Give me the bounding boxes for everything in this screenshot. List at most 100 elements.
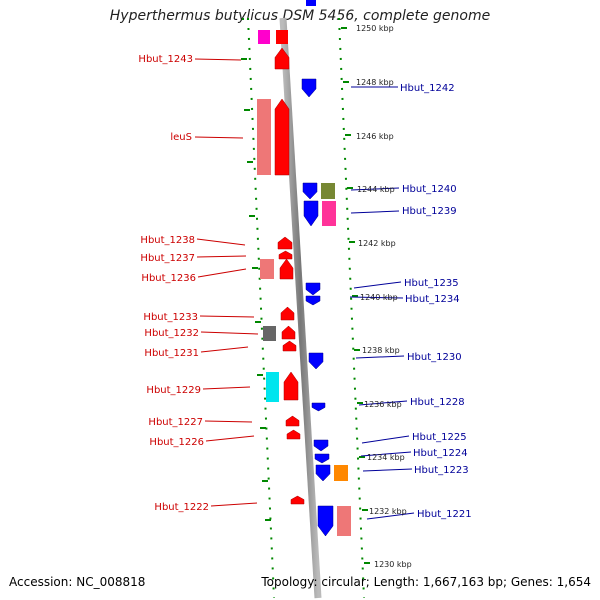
right-leader-line — [358, 400, 408, 406]
feature-block — [260, 259, 274, 279]
right-gene-label: Hbut_1221 — [417, 509, 472, 520]
left-gene-label: Hbut_1243 — [138, 54, 193, 65]
left-leader-line — [194, 58, 242, 61]
left-leader-line — [204, 420, 253, 423]
scale-label: 1236 kbp — [364, 400, 402, 409]
forward-gene — [279, 258, 294, 280]
left-gene-label: Hbut_1227 — [148, 417, 203, 428]
left-leader-line — [202, 386, 251, 390]
forward-gene — [283, 371, 299, 401]
left-gene-label: Hbut_1231 — [144, 348, 199, 359]
right-gene-label: Hbut_1242 — [400, 83, 455, 94]
scale-label: 1244 kbp — [357, 185, 395, 194]
left-leader-line — [200, 346, 249, 353]
reverse-gene — [303, 200, 319, 227]
right-leader-line — [362, 468, 413, 472]
right-gene-label: Hbut_1235 — [404, 278, 459, 289]
scale-label: 1250 kbp — [356, 24, 394, 33]
scale-label: 1230 kbp — [374, 560, 412, 569]
reverse-gene — [313, 439, 329, 452]
reverse-gene — [311, 402, 326, 412]
right-gene-label: Hbut_1223 — [414, 465, 469, 476]
left-gene-label: Hbut_1222 — [154, 502, 209, 513]
scale-label: 1234 kbp — [367, 453, 405, 462]
feature-block — [306, 0, 316, 6]
reverse-gene — [305, 282, 321, 296]
left-gene-label: Hbut_1229 — [146, 385, 201, 396]
reverse-gene — [314, 453, 330, 464]
feature-block — [276, 30, 288, 44]
right-leader-line — [360, 451, 412, 457]
left-gene-label: Hbut_1226 — [149, 437, 204, 448]
scale-label: 1242 kbp — [358, 239, 396, 248]
left-gene-label: Hbut_1238 — [140, 235, 195, 246]
forward-gene — [281, 325, 296, 340]
forward-gene — [286, 429, 301, 440]
right-slot-guide — [338, 17, 365, 599]
right-gene-label: Hbut_1239 — [402, 206, 457, 217]
feature-block — [321, 183, 335, 199]
reverse-gene — [302, 182, 318, 200]
left-leader-line — [200, 331, 259, 335]
left-leader-line — [194, 136, 244, 139]
left-gene-label: leuS — [170, 132, 192, 143]
label-leader-lines — [194, 58, 415, 520]
left-leader-line — [205, 435, 255, 442]
gene-features — [257, 0, 351, 537]
right-gene-label: Hbut_1225 — [412, 432, 467, 443]
right-leader-line — [361, 435, 410, 444]
right-gene-label: Hbut_1230 — [407, 352, 462, 363]
right-leader-line — [349, 296, 404, 299]
left-slot-guide — [247, 17, 275, 599]
accession-text: Accession: NC_008818 — [9, 575, 146, 589]
feature-block — [257, 99, 271, 175]
forward-gene — [277, 236, 293, 250]
reverse-gene — [305, 295, 321, 306]
gene-labels: 1250 kbp 1248 kbp 1246 kbp 1244 kbp 1242 kbp… — [138, 24, 471, 569]
genome-title: Hyperthermus butylicus DSM 5456, complet… — [109, 8, 491, 24]
right-gene-label: Hbut_1240 — [402, 184, 457, 195]
right-leader-line — [350, 187, 400, 191]
left-leader-line — [196, 255, 247, 258]
right-gene-label: Hbut_1224 — [413, 448, 468, 459]
right-leader-line — [353, 281, 402, 289]
left-gene-label: Hbut_1236 — [141, 273, 196, 284]
scale-label: 1238 kbp — [362, 346, 400, 355]
feature-block — [322, 201, 336, 226]
scale-label: 1232 kbp — [369, 507, 407, 516]
left-gene-label: Hbut_1233 — [143, 312, 198, 323]
left-leader-line — [196, 238, 246, 246]
forward-gene — [274, 47, 290, 70]
forward-gene — [290, 495, 305, 505]
feature-block — [334, 465, 348, 481]
reverse-gene — [301, 78, 317, 98]
scale-label: 1240 kbp — [360, 293, 398, 302]
right-leader-line — [350, 210, 400, 214]
reverse-gene — [308, 352, 324, 370]
scale-label: 1248 kbp — [356, 78, 394, 87]
left-leader-line — [197, 268, 247, 278]
reverse-gene — [315, 464, 331, 482]
left-gene-label: Hbut_1232 — [144, 328, 199, 339]
right-leader-line — [355, 355, 405, 359]
feature-block — [258, 30, 270, 44]
right-gene-label: Hbut_1228 — [410, 397, 465, 408]
forward-gene — [274, 98, 290, 176]
left-gene-label: Hbut_1237 — [140, 253, 195, 264]
feature-slot-guides — [241, 17, 370, 599]
feature-block — [263, 326, 276, 341]
forward-gene — [285, 415, 300, 427]
feature-block — [337, 506, 351, 536]
right-gene-label: Hbut_1234 — [405, 294, 460, 305]
forward-gene — [282, 340, 297, 352]
right-leader-line — [366, 512, 415, 520]
left-leader-line — [199, 315, 255, 318]
feature-block — [266, 372, 279, 402]
forward-gene — [280, 306, 295, 321]
scale-label: 1246 kbp — [356, 132, 394, 141]
topology-text: Topology: circular; Length: 1,667,163 bp… — [261, 575, 591, 589]
left-leader-line — [210, 502, 258, 507]
forward-gene — [278, 250, 293, 260]
